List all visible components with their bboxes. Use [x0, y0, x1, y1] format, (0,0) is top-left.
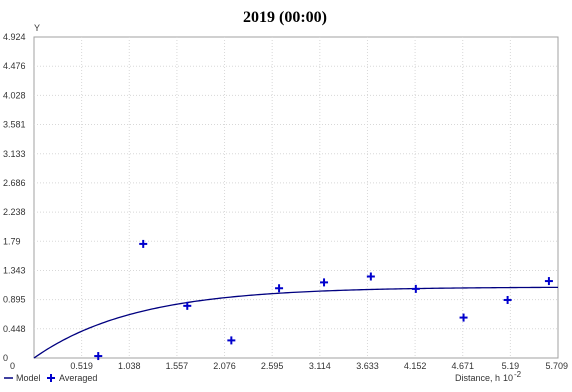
y-tick-label: 2.686 — [3, 178, 26, 188]
y-tick-label: 4.924 — [3, 32, 26, 42]
grid-lines — [34, 37, 558, 358]
x-tick-label: 2.595 — [261, 361, 284, 371]
x-tick-label: 5.19 — [502, 361, 520, 371]
x-tick-label: 0 — [10, 361, 15, 371]
x-tick-label: 5.709 — [545, 361, 568, 371]
y-tick-label: 0 — [3, 353, 8, 363]
y-tick-label: 4.476 — [3, 61, 26, 71]
legend-averaged-marker — [47, 374, 55, 382]
y-tick-labels: 0 0.448 0.895 1.343 1.79 2.238 2.686 3.133 3.581… — [3, 32, 26, 363]
averaged-point — [183, 301, 192, 310]
averaged-point — [275, 284, 284, 293]
plot-area — [33, 36, 559, 359]
x-tick-labels: 0 0.519 1.038 1.557 2.076 2.595 3.114 3.633 4.15… — [10, 361, 568, 371]
averaged-points — [94, 239, 553, 361]
averaged-point — [544, 277, 553, 286]
x-axis-label: Distance, h — [455, 373, 500, 383]
x-axis-multiplier: 10 — [503, 373, 513, 383]
y-tick-label: 0.895 — [3, 295, 26, 305]
chart-title: 2019 (00:00) — [243, 9, 327, 26]
averaged-point — [94, 352, 103, 361]
y-tick-label: 1.79 — [3, 236, 21, 246]
x-tick-label: 1.557 — [166, 361, 189, 371]
x-tick-label: 0.519 — [70, 361, 93, 371]
averaged-point — [139, 239, 148, 248]
y-tick-label: 3.133 — [3, 149, 26, 159]
x-tick-label: 4.671 — [451, 361, 474, 371]
averaged-point — [366, 272, 375, 281]
x-axis-exponent: -2 — [514, 370, 522, 379]
averaged-point — [459, 313, 468, 322]
y-tick-label: 2.238 — [3, 207, 26, 217]
x-tick-label: 3.633 — [356, 361, 379, 371]
averaged-point — [411, 284, 420, 293]
averaged-point — [227, 336, 236, 345]
x-tick-label: 1.038 — [118, 361, 141, 371]
x-tick-label: 4.152 — [404, 361, 427, 371]
legend-averaged-label: Averaged — [59, 373, 97, 383]
x-tick-label: 3.114 — [309, 361, 331, 371]
y-tick-label: 0.448 — [3, 324, 26, 334]
x-tick-label: 2.076 — [213, 361, 236, 371]
legend: Model Averaged — [4, 373, 97, 383]
y-tick-label: 1.343 — [3, 265, 26, 275]
legend-model-label: Model — [16, 373, 41, 383]
y-tick-label: 3.581 — [3, 120, 26, 130]
y-axis-label: Y — [34, 23, 40, 33]
averaged-point — [320, 278, 329, 287]
y-tick-label: 4.028 — [3, 90, 26, 100]
averaged-point — [503, 295, 512, 304]
model-curve — [33, 286, 559, 359]
